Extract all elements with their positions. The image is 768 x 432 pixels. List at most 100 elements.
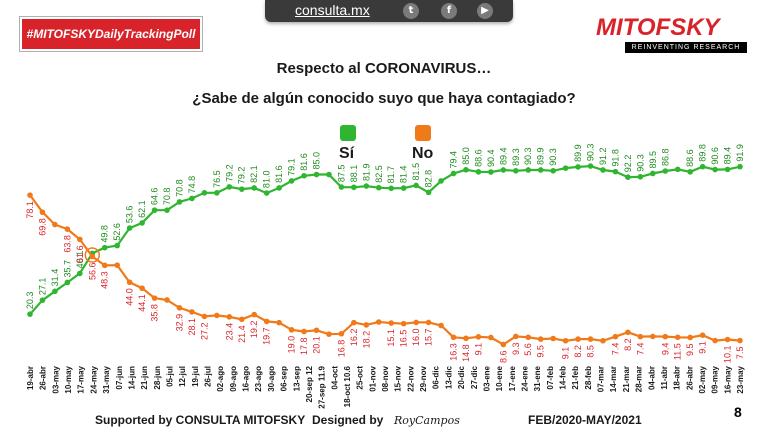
point-si — [263, 190, 270, 196]
point-si — [126, 225, 133, 231]
designed-by-text: Designed by — [312, 413, 384, 427]
point-no — [438, 322, 444, 329]
youtube-icon[interactable]: ▶ — [477, 3, 493, 19]
point-si — [77, 270, 83, 277]
data-label-si: 62.1 — [137, 200, 147, 218]
point-si — [687, 169, 693, 175]
data-label-si: 91.2 — [598, 147, 608, 165]
x-tick-label: 26-jul — [204, 366, 213, 387]
point-no — [214, 312, 220, 319]
data-label-no: 16.0 — [411, 328, 421, 346]
point-si — [351, 184, 357, 191]
data-label-no: 15.1 — [386, 329, 396, 347]
series-line-no — [29, 194, 741, 346]
data-label-si: 35.7 — [62, 260, 72, 278]
data-label-no: 27.2 — [199, 322, 209, 340]
point-no — [176, 304, 183, 311]
x-tick-label: 26-abr — [39, 366, 48, 390]
data-label-si: 89.8 — [698, 144, 708, 162]
point-si — [52, 288, 58, 295]
point-no — [450, 334, 457, 341]
x-tick-label: 14-jun — [127, 366, 136, 390]
point-no — [114, 262, 120, 268]
point-si — [699, 163, 706, 170]
point-si — [724, 166, 731, 173]
x-tick-label: 28-mar — [635, 366, 644, 392]
facebook-icon[interactable]: f — [441, 3, 457, 19]
point-no — [587, 336, 594, 342]
data-label-no: 44.1 — [137, 294, 147, 312]
point-si — [650, 170, 656, 177]
point-no — [525, 334, 532, 341]
twitter-icon[interactable]: t — [403, 3, 419, 19]
data-label-si: 85.0 — [461, 147, 471, 165]
data-label-no: 61.6 — [75, 245, 85, 263]
data-label-si: 64.6 — [150, 188, 160, 206]
x-tick-label: 07-mar — [597, 366, 606, 392]
point-si — [238, 186, 245, 192]
x-tick-label: 13-sep — [292, 366, 301, 391]
point-si — [674, 166, 681, 173]
x-tick-label: 09-ago — [229, 366, 238, 392]
point-no — [500, 341, 507, 348]
page-number: 8 — [734, 404, 742, 420]
data-label-si: 40.1 — [75, 251, 85, 269]
x-tick-label: 02-may — [698, 365, 707, 393]
data-label-no: 7.5 — [735, 347, 745, 360]
data-label-si: 79.4 — [449, 151, 459, 169]
data-label-si: 81.7 — [386, 166, 396, 184]
data-label-si: 20.3 — [25, 292, 35, 310]
point-si — [612, 168, 619, 175]
point-si — [425, 189, 432, 196]
point-si — [27, 311, 33, 317]
x-tick-label: 06-sep — [280, 366, 289, 391]
x-tick-label: 29-nov — [419, 365, 428, 391]
legend-si-swatch — [340, 125, 356, 141]
point-no — [612, 333, 619, 340]
point-no — [650, 333, 656, 340]
data-label-si: 87.5 — [336, 165, 346, 183]
point-no — [151, 295, 158, 301]
point-no — [488, 334, 494, 341]
x-tick-label: 21-mar — [622, 366, 631, 392]
point-no — [126, 279, 133, 286]
x-tick-label: 10-may — [64, 365, 73, 393]
x-tick-label: 27-sep 11.9 — [318, 365, 327, 408]
point-no — [375, 319, 382, 325]
data-label-si: 89.5 — [648, 151, 658, 169]
data-label-si: 81.9 — [361, 164, 371, 182]
data-label-no: 7.4 — [635, 343, 645, 356]
point-si — [301, 172, 307, 179]
x-tick-label: 28-feb — [584, 366, 593, 390]
data-label-no: 18.2 — [361, 331, 371, 349]
point-si — [737, 163, 743, 170]
point-no — [139, 285, 145, 292]
site-link[interactable]: consulta.mx — [295, 2, 370, 18]
data-label-si: 88.1 — [349, 165, 359, 183]
data-label-no: 44.0 — [125, 288, 135, 306]
data-label-si: 91.9 — [735, 144, 745, 162]
point-si — [288, 178, 295, 184]
data-label-no: 9.1 — [473, 343, 483, 356]
point-si — [662, 168, 669, 174]
point-no — [674, 334, 681, 341]
data-label-si: 81.6 — [299, 153, 309, 171]
x-tick-label: 14-mar — [609, 366, 618, 392]
data-label-si: 79.1 — [287, 158, 297, 176]
point-si — [375, 184, 382, 191]
x-tick-label: 13-dic — [444, 365, 453, 389]
x-tick-label: 19-jul — [191, 366, 200, 387]
point-no — [226, 314, 233, 320]
x-tick-label: 18-abr — [673, 366, 682, 390]
point-no — [288, 327, 295, 333]
data-label-si: 49.8 — [100, 225, 110, 243]
point-si — [139, 220, 145, 226]
x-tick-label: 16-ago — [242, 366, 251, 392]
point-no — [724, 336, 731, 343]
point-si — [600, 167, 606, 173]
point-no — [52, 221, 58, 228]
point-no — [64, 226, 71, 232]
data-label-si: 89.9 — [573, 144, 583, 162]
point-si — [625, 174, 631, 180]
